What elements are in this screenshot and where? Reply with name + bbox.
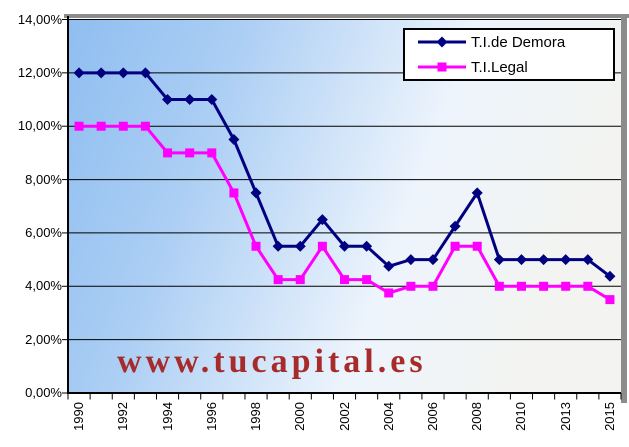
y-axis-label: 14,00% [17, 11, 62, 27]
legend-item-legal: T.I.Legal [418, 56, 613, 78]
x-axis-label: 2006 [424, 402, 440, 431]
x-axis-label: 2010 [513, 402, 529, 431]
x-axis-label: 1998 [248, 402, 264, 431]
y-axis-label: 12,00% [17, 64, 62, 80]
x-axis-label: 2008 [469, 402, 485, 431]
x-axis-label: 2004 [380, 402, 396, 431]
legend-label-legal: T.I.Legal [471, 58, 528, 76]
legend: T.I.de Demora T.I.Legal [403, 28, 615, 81]
legend-item-demora: T.I.de Demora [418, 31, 613, 53]
legend-marker-diamond-icon [418, 35, 466, 49]
x-axis-label: 2015 [601, 402, 617, 431]
y-axis-label: 6,00% [25, 224, 62, 240]
legend-marker-square-icon [418, 60, 466, 74]
x-axis-label: 1990 [71, 402, 87, 431]
x-axis-label: 2000 [292, 402, 308, 431]
x-axis-label: 2013 [557, 402, 573, 431]
x-axis-label: 1994 [159, 402, 175, 431]
y-axis-label: 10,00% [17, 118, 62, 134]
x-axis-label: 1992 [115, 402, 131, 431]
x-axis-label: 2002 [336, 402, 352, 431]
y-axis-label: 2,00% [25, 331, 62, 347]
y-axis-label: 8,00% [25, 171, 62, 187]
x-axis-label: 1996 [203, 402, 219, 431]
legend-label-demora: T.I.de Demora [471, 33, 566, 51]
y-axis-label: 4,00% [25, 278, 62, 294]
y-axis-label: 0,00% [25, 385, 62, 400]
watermark: www.tucapital.es [117, 343, 427, 380]
